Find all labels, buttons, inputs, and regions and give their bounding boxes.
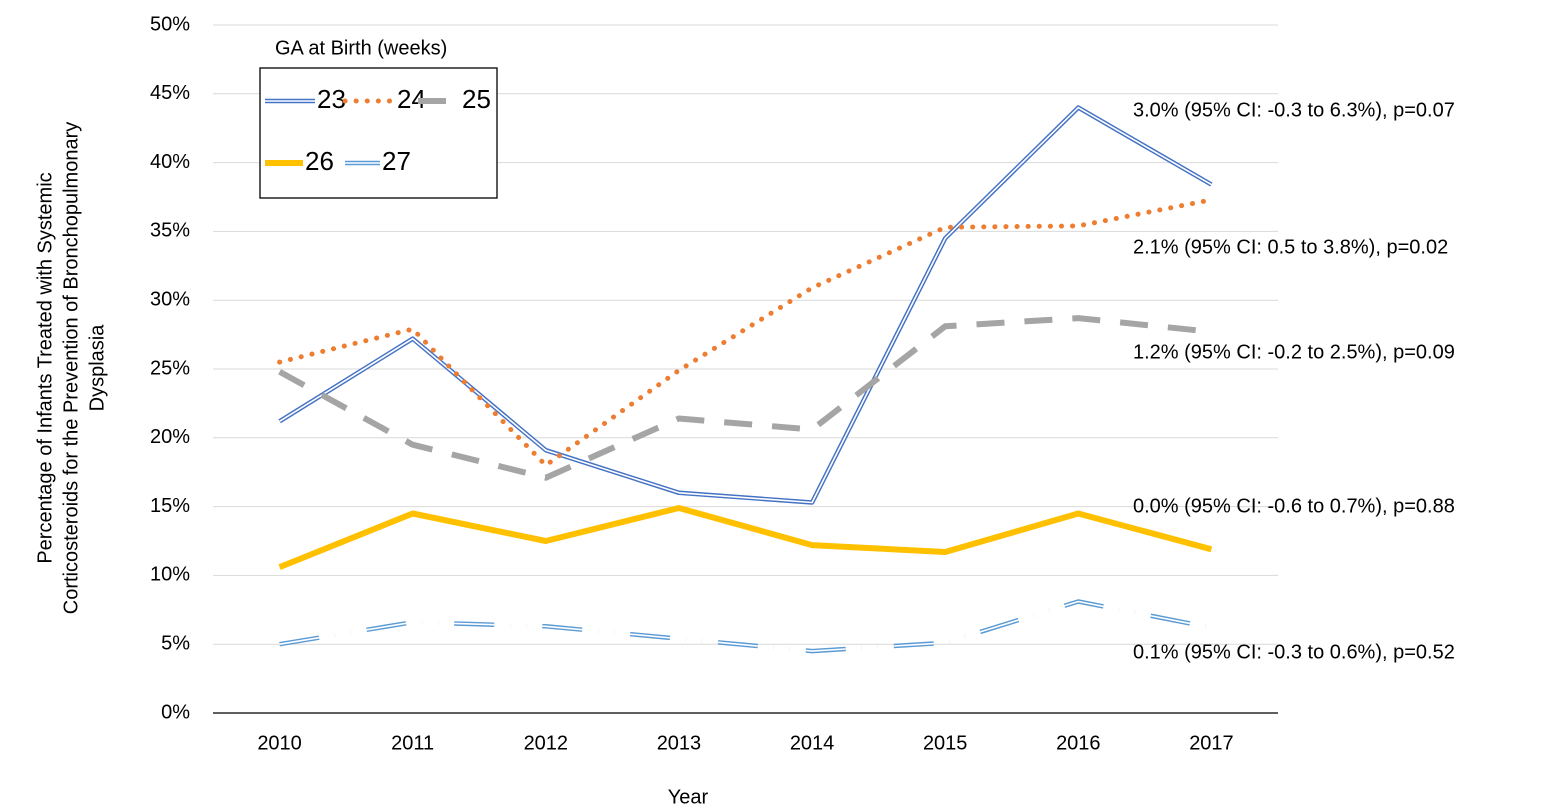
y-tick-label: 50% [150,13,190,35]
x-tick-label: 2011 [391,732,434,754]
y-tick-label: 40% [150,151,190,173]
y-tick-label: 20% [150,426,190,448]
y-tick-label: 5% [161,632,190,654]
y-tick-label: 0% [161,701,190,723]
series-line [278,505,1213,570]
x-tick-label: 2012 [524,732,569,754]
annotation: 2.1% (95% CI: 0.5 to 3.8%), p=0.02 [1133,236,1448,258]
y-axis-label: Dysplasia [86,324,108,412]
x-tick-label: 2013 [657,732,702,754]
y-tick-label: 30% [150,288,190,310]
annotation: 1.2% (95% CI: -0.2 to 2.5%), p=0.09 [1133,341,1455,363]
legend-label: 27 [382,146,411,176]
y-tick-label: 10% [150,564,190,586]
legend-label: 26 [305,146,334,176]
y-axis-label: Corticosteroids for the Prevention of Br… [60,122,82,614]
y-tick-label: 35% [150,220,190,242]
y-tick-label: 45% [150,82,190,104]
x-axis-label: Year [668,786,709,808]
annotation: 0.0% (95% CI: -0.6 to 0.7%), p=0.88 [1133,495,1455,517]
legend-title: GA at Birth (weeks) [275,37,447,59]
series-line-inner [279,106,1212,504]
x-tick-label: 2016 [1056,732,1101,754]
legend-label: 23 [317,84,346,114]
series-line [277,197,1214,468]
x-tick-label: 2010 [257,732,302,754]
legend-box [259,67,498,199]
series-line [278,315,1212,481]
x-tick-label: 2014 [790,732,835,754]
series-line-inner [279,600,1212,652]
x-tick-label: 2017 [1189,732,1234,754]
annotation: 0.1% (95% CI: -0.3 to 0.6%), p=0.52 [1133,641,1455,663]
x-tick-label: 2015 [923,732,968,754]
y-tick-label: 15% [150,495,190,517]
annotation: 3.0% (95% CI: -0.3 to 6.3%), p=0.07 [1133,99,1455,121]
y-tick-label: 25% [150,357,190,379]
legend-label: 25 [462,84,491,114]
series-line [279,599,1212,654]
y-axis-label: Percentage of Infants Treated with Syste… [34,172,56,563]
